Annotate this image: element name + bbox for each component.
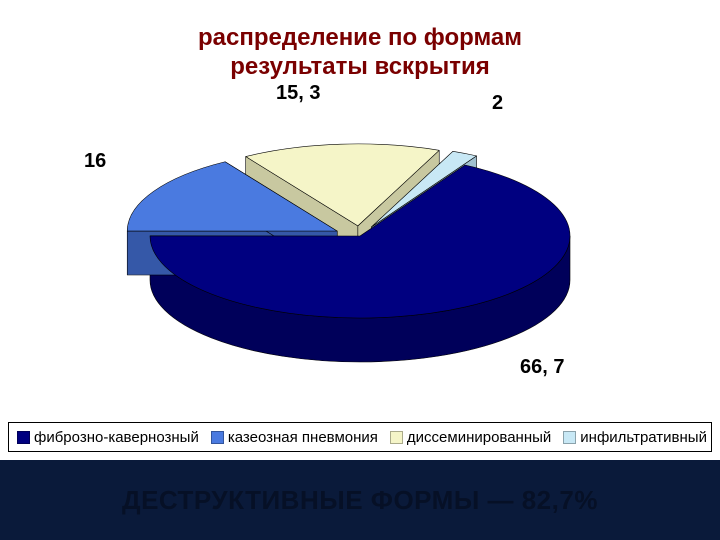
slide: распределение по формам результаты вскры… [0, 0, 720, 540]
legend-swatch [390, 431, 403, 444]
legend: фиброзно-кавернозный казеозная пневмония д… [8, 422, 712, 452]
pie-chart: 66, 71615, 32 [100, 88, 620, 388]
legend-label: фиброзно-кавернозный [34, 429, 199, 446]
bottom-band: ДЕСТРУКТИВНЫЕ ФОРМЫ — 82,7% [0, 460, 720, 540]
title-line-1: распределение по формам [198, 24, 522, 51]
legend-label: казеозная пневмония [228, 429, 378, 446]
legend-item: казеозная пневмония [211, 429, 378, 446]
slice-value-label: 66, 7 [520, 356, 564, 379]
chart-title: распределение по формам результаты вскры… [0, 24, 720, 82]
chart-panel: распределение по формам результаты вскры… [0, 0, 720, 460]
slice-value-label: 16 [84, 150, 106, 173]
legend-swatch [17, 431, 30, 444]
legend-item: инфильтративный [563, 429, 707, 446]
legend-swatch [211, 431, 224, 444]
legend-label: инфильтративный [580, 429, 707, 446]
slice-value-label: 15, 3 [276, 82, 320, 105]
caption-text: ДЕСТРУКТИВНЫЕ ФОРМЫ — 82,7% [122, 485, 598, 516]
slice-value-label: 2 [492, 92, 503, 115]
legend-swatch [563, 431, 576, 444]
legend-label: диссеминированный [407, 429, 551, 446]
title-line-2: результаты вскрытия [230, 53, 489, 80]
pie-svg [100, 88, 620, 388]
legend-item: фиброзно-кавернозный [17, 429, 199, 446]
legend-item: диссеминированный [390, 429, 551, 446]
